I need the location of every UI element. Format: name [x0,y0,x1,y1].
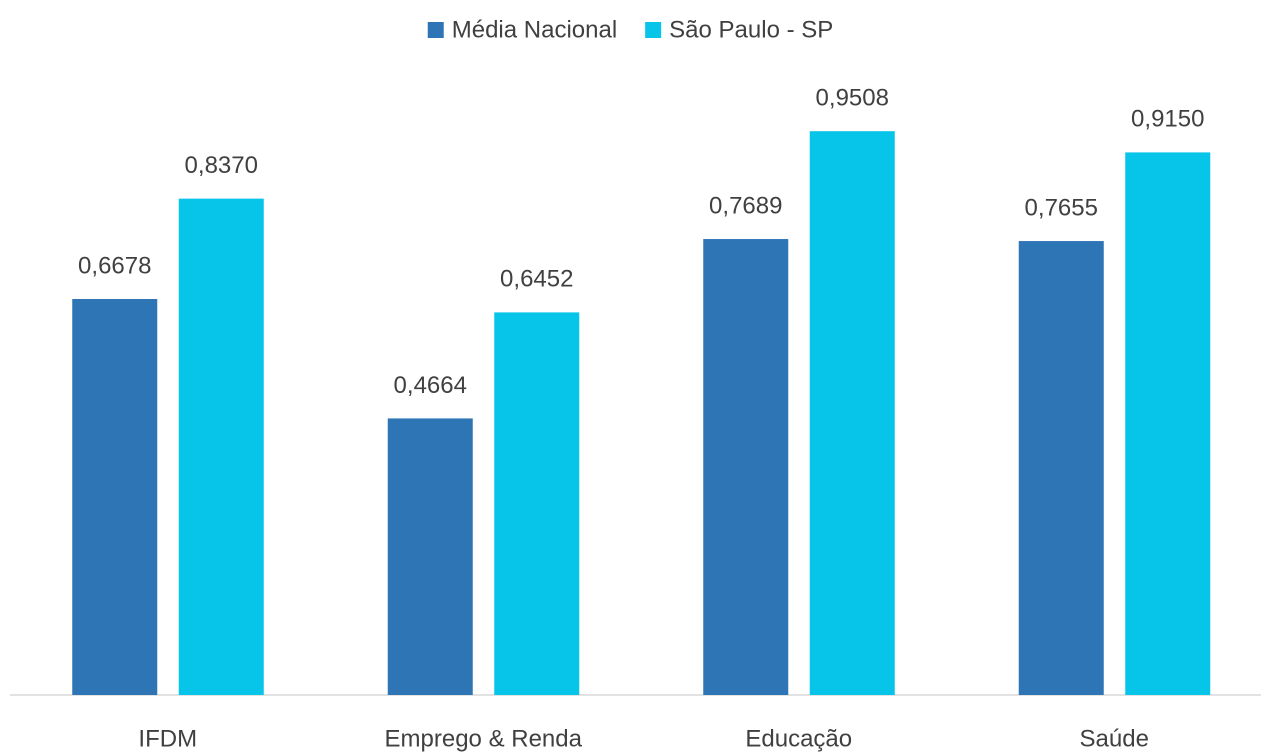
bar [494,312,580,695]
data-label: 0,6678 [78,252,151,279]
legend-swatch [427,22,444,38]
data-label: 0,9508 [816,85,889,112]
legend-swatch [645,22,662,38]
bar [178,198,264,695]
bar [72,298,158,695]
bar [1018,241,1104,695]
data-label: 0,6452 [500,266,573,293]
bar [1125,152,1211,695]
bar [809,131,895,695]
x-tick-label: Saúde [1080,725,1149,752]
bar [387,418,473,695]
legend-label: São Paulo - SP [669,16,833,43]
data-label: 0,7655 [1025,194,1098,221]
data-label: 0,9150 [1131,106,1204,133]
data-label: 0,8370 [185,152,258,179]
x-tick-label: IFDM [138,725,197,752]
data-label: 0,7689 [709,192,782,219]
data-label: 0,4664 [394,372,467,399]
x-tick-label: Emprego & Renda [385,725,583,752]
legend-label: Média Nacional [452,16,617,43]
x-tick-label: Educação [745,725,852,752]
bar [703,239,789,695]
